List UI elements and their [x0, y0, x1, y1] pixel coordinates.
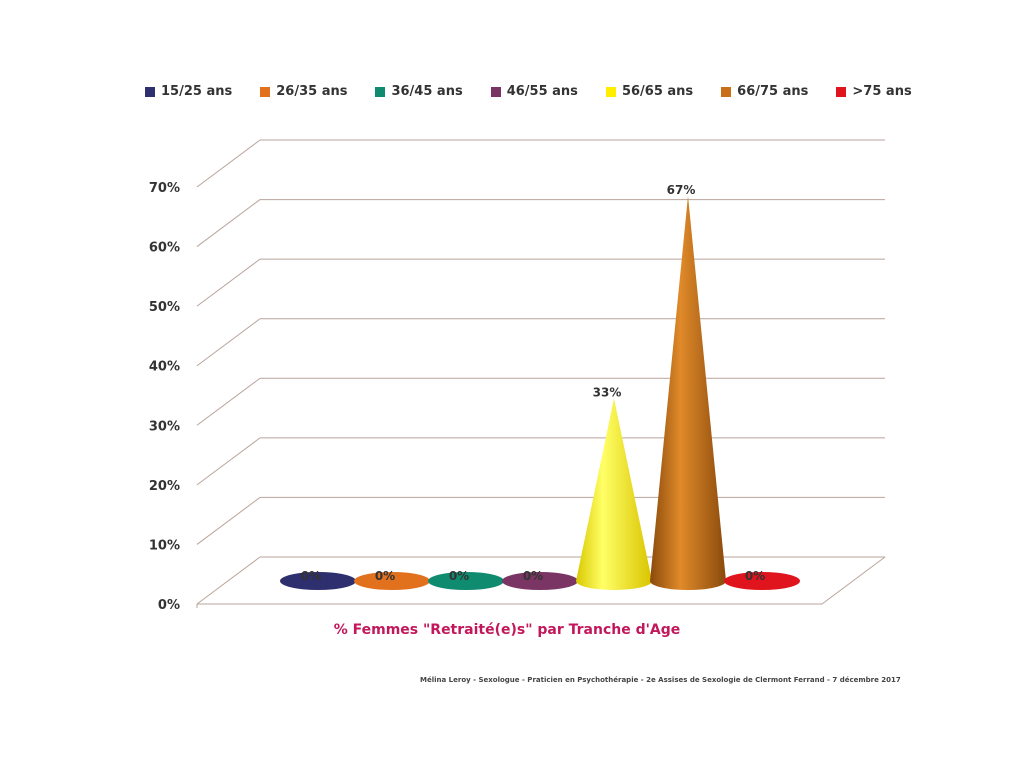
- y-tick-label: 50%: [149, 300, 180, 315]
- y-tick-label: 70%: [149, 181, 180, 196]
- data-label-3: 0%: [523, 569, 543, 583]
- cone-4: [576, 398, 652, 590]
- legend-label: >75 ans: [852, 84, 912, 99]
- y-tick-label: 20%: [149, 479, 180, 494]
- cone-base-6: [724, 572, 800, 590]
- legend-swatch: [605, 86, 616, 97]
- legend-item-2: 36/45 ans: [375, 84, 463, 99]
- legend-label: 46/55 ans: [506, 84, 578, 99]
- legend-item-3: 46/55 ans: [490, 84, 578, 99]
- gridline-side: [196, 139, 261, 188]
- legend-item-1: 26/35 ans: [260, 84, 347, 99]
- legend-item-5: 66/75 ans: [721, 84, 808, 99]
- cone-5: [650, 195, 726, 590]
- gridline-side: [196, 258, 261, 307]
- floor-edge: [197, 556, 886, 605]
- data-label-6: 0%: [745, 569, 765, 583]
- cone-marks: [280, 195, 800, 590]
- cone-base-2: [428, 572, 504, 590]
- data-label-0: 0%: [301, 569, 321, 583]
- legend-swatch: [260, 86, 271, 97]
- cone-base-3: [502, 572, 578, 590]
- legend-item-6: >75 ans: [836, 84, 912, 99]
- data-labels: 0% 0% 0% 0% 33% 67% 0%: [301, 183, 765, 583]
- y-tick-label: 10%: [149, 538, 180, 553]
- y-tick-label: 40%: [149, 360, 180, 375]
- legend-item-0: 15/25 ans: [145, 84, 232, 99]
- cone-body-4: [576, 398, 652, 590]
- x-axis-label: % Femmes "Retraité(e)s" par Tranche d'Ag…: [334, 622, 681, 638]
- footer-credit: Mélina Leroy - Sexologue - Praticien en …: [420, 676, 901, 684]
- gridline-side: [196, 377, 261, 426]
- legend-item-4: 56/65 ans: [605, 84, 694, 99]
- legend-label: 26/35 ans: [276, 84, 348, 99]
- gridline-side: [196, 437, 261, 486]
- legend: 15/25 ans 26/35 ans 36/45 ans 46/55 ans 56/6…: [145, 84, 940, 99]
- gridline-side: [196, 497, 261, 545]
- legend-label: 36/45 ans: [391, 84, 463, 99]
- gridline-side: [196, 556, 261, 605]
- grid: [196, 139, 886, 608]
- y-tick-label: 60%: [149, 241, 180, 256]
- legend-swatch: [721, 86, 732, 97]
- gridline-side: [196, 199, 261, 247]
- legend-swatch: [375, 86, 386, 97]
- data-label-1: 0%: [375, 569, 395, 583]
- legend-label: 66/75 ans: [737, 84, 809, 99]
- cone-base-1: [354, 572, 430, 590]
- data-label-2: 0%: [449, 569, 469, 583]
- legend-swatch: [490, 86, 501, 97]
- cone-base-0: [280, 572, 356, 590]
- legend-label: 15/25 ans: [161, 84, 233, 99]
- data-label-5: 67%: [667, 183, 696, 197]
- legend-swatch: [836, 86, 847, 97]
- legend-swatch: [145, 86, 155, 97]
- gridline-side: [196, 318, 261, 367]
- y-tick-label: 0%: [158, 598, 180, 613]
- data-label-4: 33%: [593, 385, 622, 399]
- y-tick-label: 30%: [149, 419, 180, 434]
- y-axis-ticks: 0% 10% 20% 30% 40% 50% 60% 70%: [149, 181, 180, 613]
- cone-body-5: [650, 195, 726, 590]
- legend-label: 56/65 ans: [621, 84, 694, 99]
